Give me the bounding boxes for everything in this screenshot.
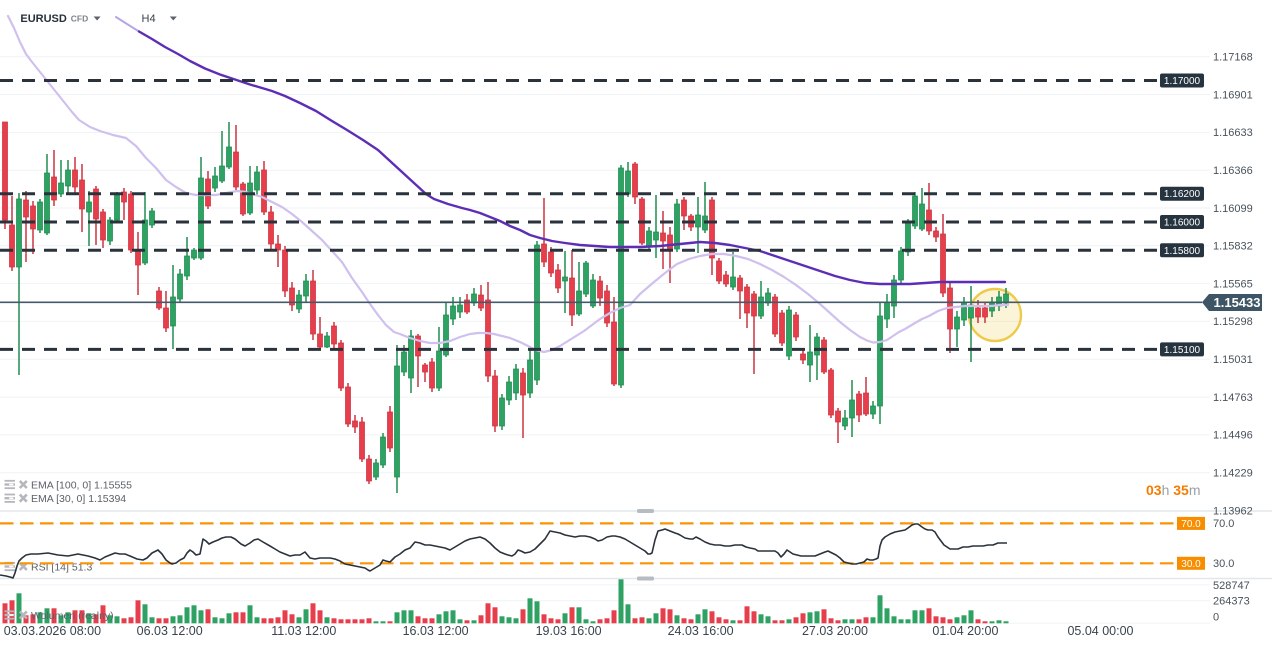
svg-text:30.0: 30.0: [1213, 558, 1234, 570]
svg-text:16.03 12:00: 16.03 12:00: [403, 624, 469, 638]
svg-text:1.15031: 1.15031: [1213, 354, 1253, 366]
svg-text:1.13962: 1.13962: [1213, 505, 1253, 517]
svg-text:27.03 20:00: 27.03 20:00: [802, 624, 868, 638]
svg-text:1.14763: 1.14763: [1213, 392, 1253, 404]
svg-text:H4: H4: [142, 13, 156, 25]
svg-text:05.04 00:00: 05.04 00:00: [1067, 624, 1133, 638]
svg-text:1.15832: 1.15832: [1213, 241, 1253, 253]
svg-text:1.15100: 1.15100: [1164, 345, 1201, 356]
svg-text:1.14496: 1.14496: [1213, 430, 1253, 442]
svg-text:528747: 528747: [1213, 580, 1250, 592]
svg-text:264373: 264373: [1213, 596, 1250, 608]
svg-text:EMA [30, 0] 1.15394: EMA [30, 0] 1.15394: [31, 493, 126, 505]
svg-text:30.0: 30.0: [1181, 559, 1201, 570]
svg-text:1.15298: 1.15298: [1213, 316, 1253, 328]
svg-text:1.16366: 1.16366: [1213, 165, 1253, 177]
svg-text:1.17000: 1.17000: [1164, 76, 1201, 87]
svg-text:CFD: CFD: [71, 14, 88, 24]
svg-text:RSI [14] 51.3: RSI [14] 51.3: [31, 562, 92, 574]
svg-text:1.16099: 1.16099: [1213, 203, 1253, 215]
svg-text:03.03.2026 08:00: 03.03.2026 08:00: [4, 624, 101, 638]
svg-text:1.17168: 1.17168: [1213, 52, 1253, 64]
svg-text:EMA [100, 0] 1.15555: EMA [100, 0] 1.15555: [31, 480, 132, 492]
svg-text:1.15433: 1.15433: [1214, 295, 1261, 310]
svg-text:EURUSD: EURUSD: [20, 13, 67, 25]
svg-text:1.15565: 1.15565: [1213, 278, 1253, 290]
svg-text:70.0: 70.0: [1181, 519, 1201, 530]
svg-text:1.16200: 1.16200: [1164, 189, 1201, 200]
svg-text:0: 0: [1213, 611, 1219, 623]
svg-text:01.04 20:00: 01.04 20:00: [932, 624, 998, 638]
svg-text:Wolumen (realny): Wolumen (realny): [31, 610, 114, 622]
svg-text:03h 35m: 03h 35m: [1146, 482, 1201, 498]
svg-text:70.0: 70.0: [1213, 518, 1234, 530]
svg-text:1.16901: 1.16901: [1213, 89, 1253, 101]
svg-text:1.16633: 1.16633: [1213, 127, 1253, 139]
svg-text:11.03 12:00: 11.03 12:00: [271, 624, 336, 638]
svg-text:24.03 16:00: 24.03 16:00: [668, 624, 734, 638]
svg-text:19.03 16:00: 19.03 16:00: [536, 624, 602, 638]
svg-text:1.14229: 1.14229: [1213, 468, 1253, 480]
svg-text:06.03 12:00: 06.03 12:00: [137, 624, 203, 638]
svg-text:1.16000: 1.16000: [1164, 218, 1201, 229]
svg-text:1.15800: 1.15800: [1164, 246, 1201, 257]
